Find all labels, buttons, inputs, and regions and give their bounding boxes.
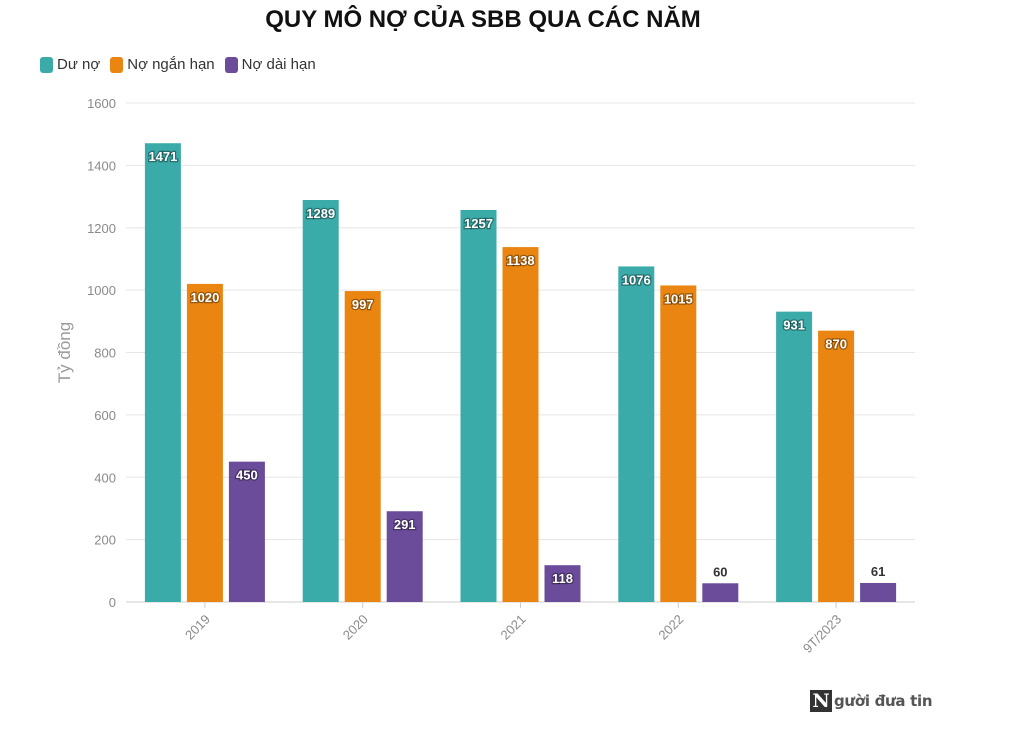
data-label: 61	[871, 564, 885, 579]
bar	[660, 285, 697, 602]
bar	[302, 199, 339, 603]
legend-item-no-ngan-han[interactable]: Nợ ngắn hạn	[110, 56, 215, 73]
data-label: 1076	[622, 272, 651, 287]
data-label: 118	[552, 571, 573, 586]
data-label: 60	[713, 564, 727, 579]
chart-legend: Dư nợ Nợ ngắn hạn Nợ dài hạn	[40, 56, 316, 73]
legend-label: Nợ dài hạn	[241, 56, 316, 73]
data-label: 1015	[664, 291, 693, 306]
legend-swatch	[40, 56, 53, 73]
y-tick-label: 1600	[87, 96, 116, 111]
data-label: 870	[825, 337, 847, 352]
y-axis-label: Tỷ đồng	[55, 322, 74, 383]
logo-letter: N	[810, 690, 832, 712]
y-tick-label: 0	[109, 595, 116, 610]
data-label: 291	[394, 517, 416, 532]
data-label: 450	[236, 468, 258, 483]
logo-text: gười đưa tin	[834, 692, 933, 710]
data-label: 931	[783, 318, 805, 333]
bar	[818, 330, 855, 602]
y-tick-label: 1400	[87, 158, 116, 173]
legend-swatch	[110, 56, 124, 73]
y-tick-label: 200	[94, 533, 116, 548]
x-tick-label: 2019	[182, 612, 213, 643]
bar	[228, 461, 265, 602]
data-label: 1020	[190, 290, 219, 305]
x-tick-label: 2021	[498, 612, 529, 643]
data-label: 1471	[148, 149, 177, 164]
legend-label: Dư nợ	[57, 56, 101, 73]
legend-label: Nợ ngắn hạn	[127, 56, 215, 73]
bar	[702, 583, 739, 602]
y-tick-label: 600	[94, 408, 116, 423]
y-tick-label: 1000	[87, 283, 116, 298]
x-tick-label: 2020	[340, 612, 371, 643]
legend-item-no-dai-han[interactable]: Nợ dài hạn	[224, 56, 316, 73]
bar	[544, 565, 581, 602]
data-label: 997	[352, 297, 374, 312]
y-tick-label: 1200	[87, 221, 116, 236]
legend-item-du-no[interactable]: Dư nợ	[40, 56, 100, 73]
chart-title: QUY MÔ NỢ CỦA SBB QUA CÁC NĂM	[265, 6, 701, 33]
bar	[502, 247, 539, 602]
data-label: 1257	[464, 216, 493, 231]
bar	[618, 266, 655, 602]
legend-swatch	[224, 56, 238, 73]
data-label: 1289	[306, 206, 335, 221]
news-logo: N gười đưa tin	[810, 690, 933, 712]
bar	[344, 291, 381, 602]
bar	[386, 511, 423, 602]
bar	[460, 209, 497, 602]
bar	[186, 283, 223, 602]
x-tick-label: 9T/2023	[800, 612, 844, 656]
bar	[860, 582, 897, 602]
bar	[144, 143, 181, 602]
y-tick-label: 800	[94, 346, 116, 361]
x-tick-label: 2022	[655, 612, 686, 643]
bar	[776, 311, 813, 602]
y-tick-label: 400	[94, 470, 116, 485]
data-label: 1138	[506, 253, 534, 268]
